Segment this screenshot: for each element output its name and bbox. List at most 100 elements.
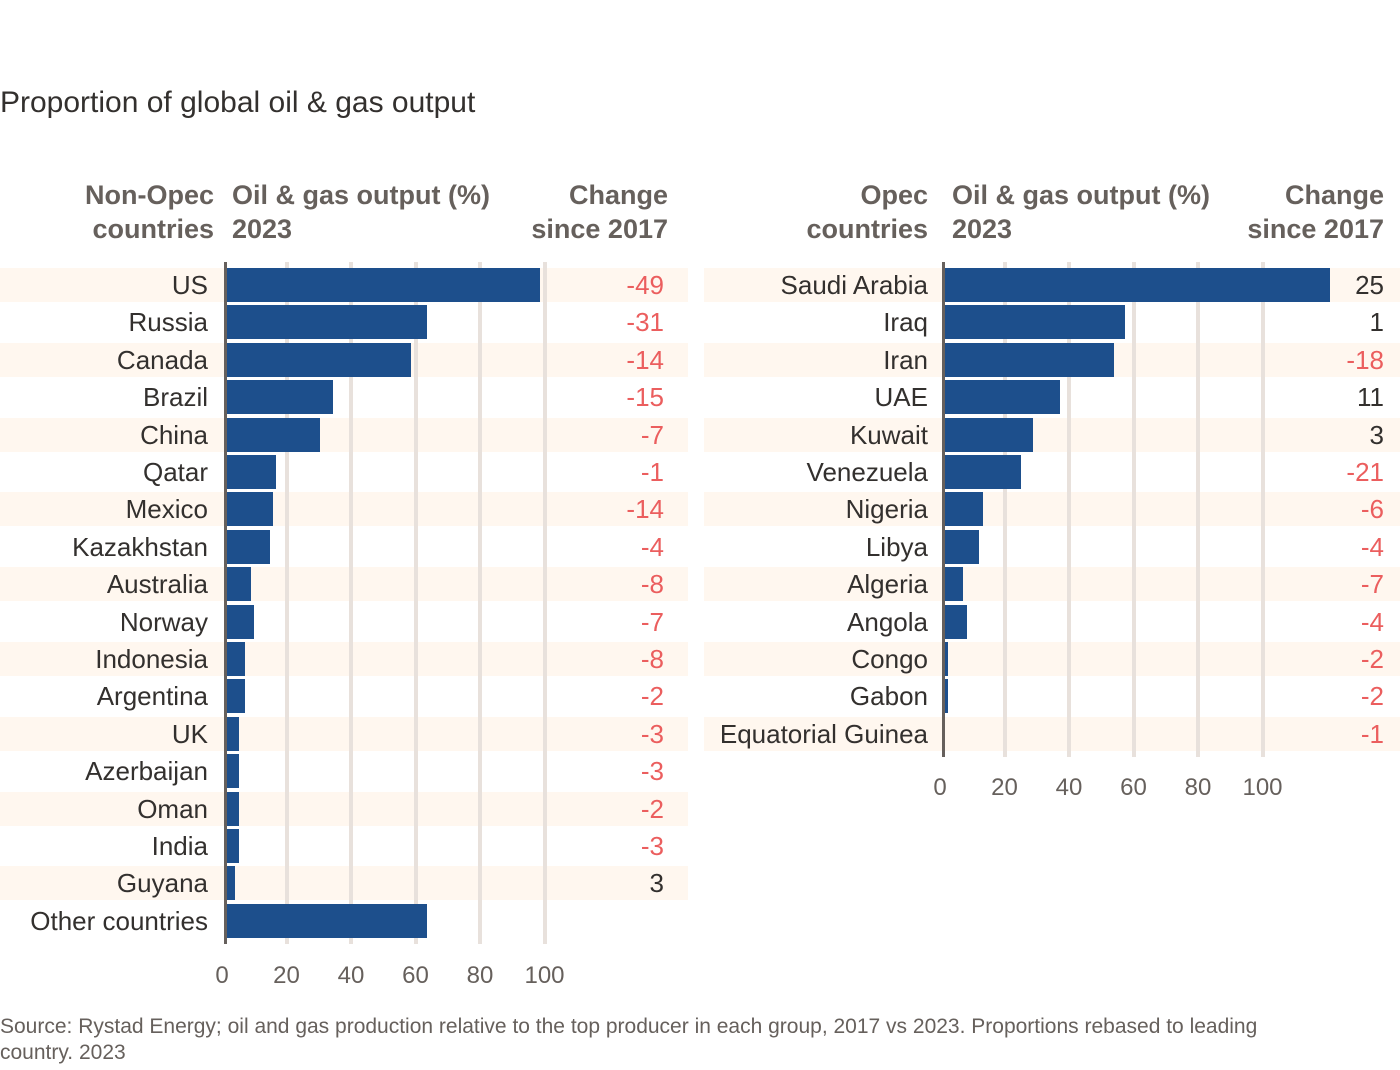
gridline [1067,262,1071,757]
x-tick-label: 20 [991,774,1018,801]
category-label: Australia [106,569,208,600]
gridline [1002,262,1007,757]
category-label: Angola [847,606,928,637]
change-value: -14 [626,494,664,525]
change-value: -3 [640,831,664,861]
category-label: Qatar [142,457,208,487]
gridline [1131,262,1136,757]
zero-axis [942,262,945,757]
x-tick-label: 40 [1055,774,1083,801]
row-band [704,642,1400,676]
change-value: -49 [626,270,664,300]
row-band [0,492,688,527]
bar [226,754,239,789]
zero-axis [224,262,227,944]
category-label: Saudi Arabia [780,270,928,300]
category-label: Brazil [142,382,208,413]
change-value: -7 [640,606,664,637]
bar [226,866,236,901]
row-band [704,417,1400,452]
category-label: Kazakhstan [72,531,208,562]
change-value: 3 [649,868,664,899]
bar [226,829,239,863]
category-label: Indonesia [95,644,208,674]
category-label: Norway [119,606,208,637]
header-value: Oil & gas output (%) 2023 [952,180,1210,244]
bar [226,529,270,564]
header-category: Opec countries [806,180,928,244]
bar [944,380,1060,415]
bar [944,342,1114,377]
x-tick-label: 100 [524,962,565,989]
x-tick-label: 60 [402,962,429,989]
category-label: China [140,419,208,450]
category-label: Argentina [96,681,208,712]
bar [944,417,1033,452]
category-label: Canada [116,344,208,375]
category-label: UK [171,718,208,749]
row-band [0,417,688,452]
bar [944,455,1022,489]
x-tick-label: 80 [466,962,494,989]
chart-subtitle: Proportion of global oil & gas output [0,86,476,119]
bar [226,791,239,826]
row-band [0,642,688,676]
bar [226,417,321,452]
category-label: Other countries [30,905,208,936]
change-value: -4 [1360,606,1384,637]
change-value: -1 [1360,718,1384,749]
bar [944,642,948,676]
category-label: Azerbaijan [85,756,208,787]
bar [226,455,277,489]
category-label: Oman [137,793,208,824]
gridline [1260,262,1265,757]
row-band [0,791,688,826]
bar [944,679,948,714]
change-value: 1 [1369,307,1384,338]
change-value: -7 [1360,569,1384,600]
change-value: 3 [1369,419,1384,450]
footnote: Source: Rystad Energy; oil and gas produ… [0,1015,1258,1064]
change-value: -21 [1346,457,1384,487]
change-value: -2 [1360,644,1384,674]
change-value: -8 [640,644,664,674]
bar [944,567,964,602]
bar [226,492,274,527]
gridline [478,262,482,944]
category-label: Iraq [883,307,928,338]
bar [226,305,427,340]
bar [226,716,239,751]
category-label: Venezuela [806,457,928,487]
header-category: Non-Opec countries [84,180,214,244]
category-label: Russia [128,307,208,338]
category-label: India [151,831,208,861]
row-band [0,567,688,602]
change-value: -14 [626,344,664,375]
bar [226,903,427,938]
gridline [1196,262,1200,757]
header-change: Change since 2017 [1247,180,1384,244]
change-value: -15 [626,382,664,413]
bar [944,529,979,564]
change-value: -1 [640,457,664,487]
change-value: -2 [640,681,664,712]
x-tick-label: 0 [933,774,947,801]
bar [226,567,252,602]
change-value: -2 [1360,681,1384,712]
change-value: -3 [640,756,664,787]
change-value: -6 [1360,494,1384,525]
chart-opec: Opec countries Oil & gas output (%) 2023 C… [704,180,1400,801]
gridline [542,262,547,944]
change-value: -2 [640,793,664,824]
x-tick-label: 0 [215,962,229,989]
change-value: -4 [640,531,664,562]
bar [944,604,968,639]
bar [226,380,333,415]
change-value: -8 [640,569,664,600]
category-label: Equatorial Guinea [719,718,928,749]
bar [226,342,412,377]
change-value: -7 [640,419,664,450]
header-value: Oil & gas output (%) 2023 [232,180,490,244]
category-label: UAE [874,382,928,413]
bar [226,604,255,639]
